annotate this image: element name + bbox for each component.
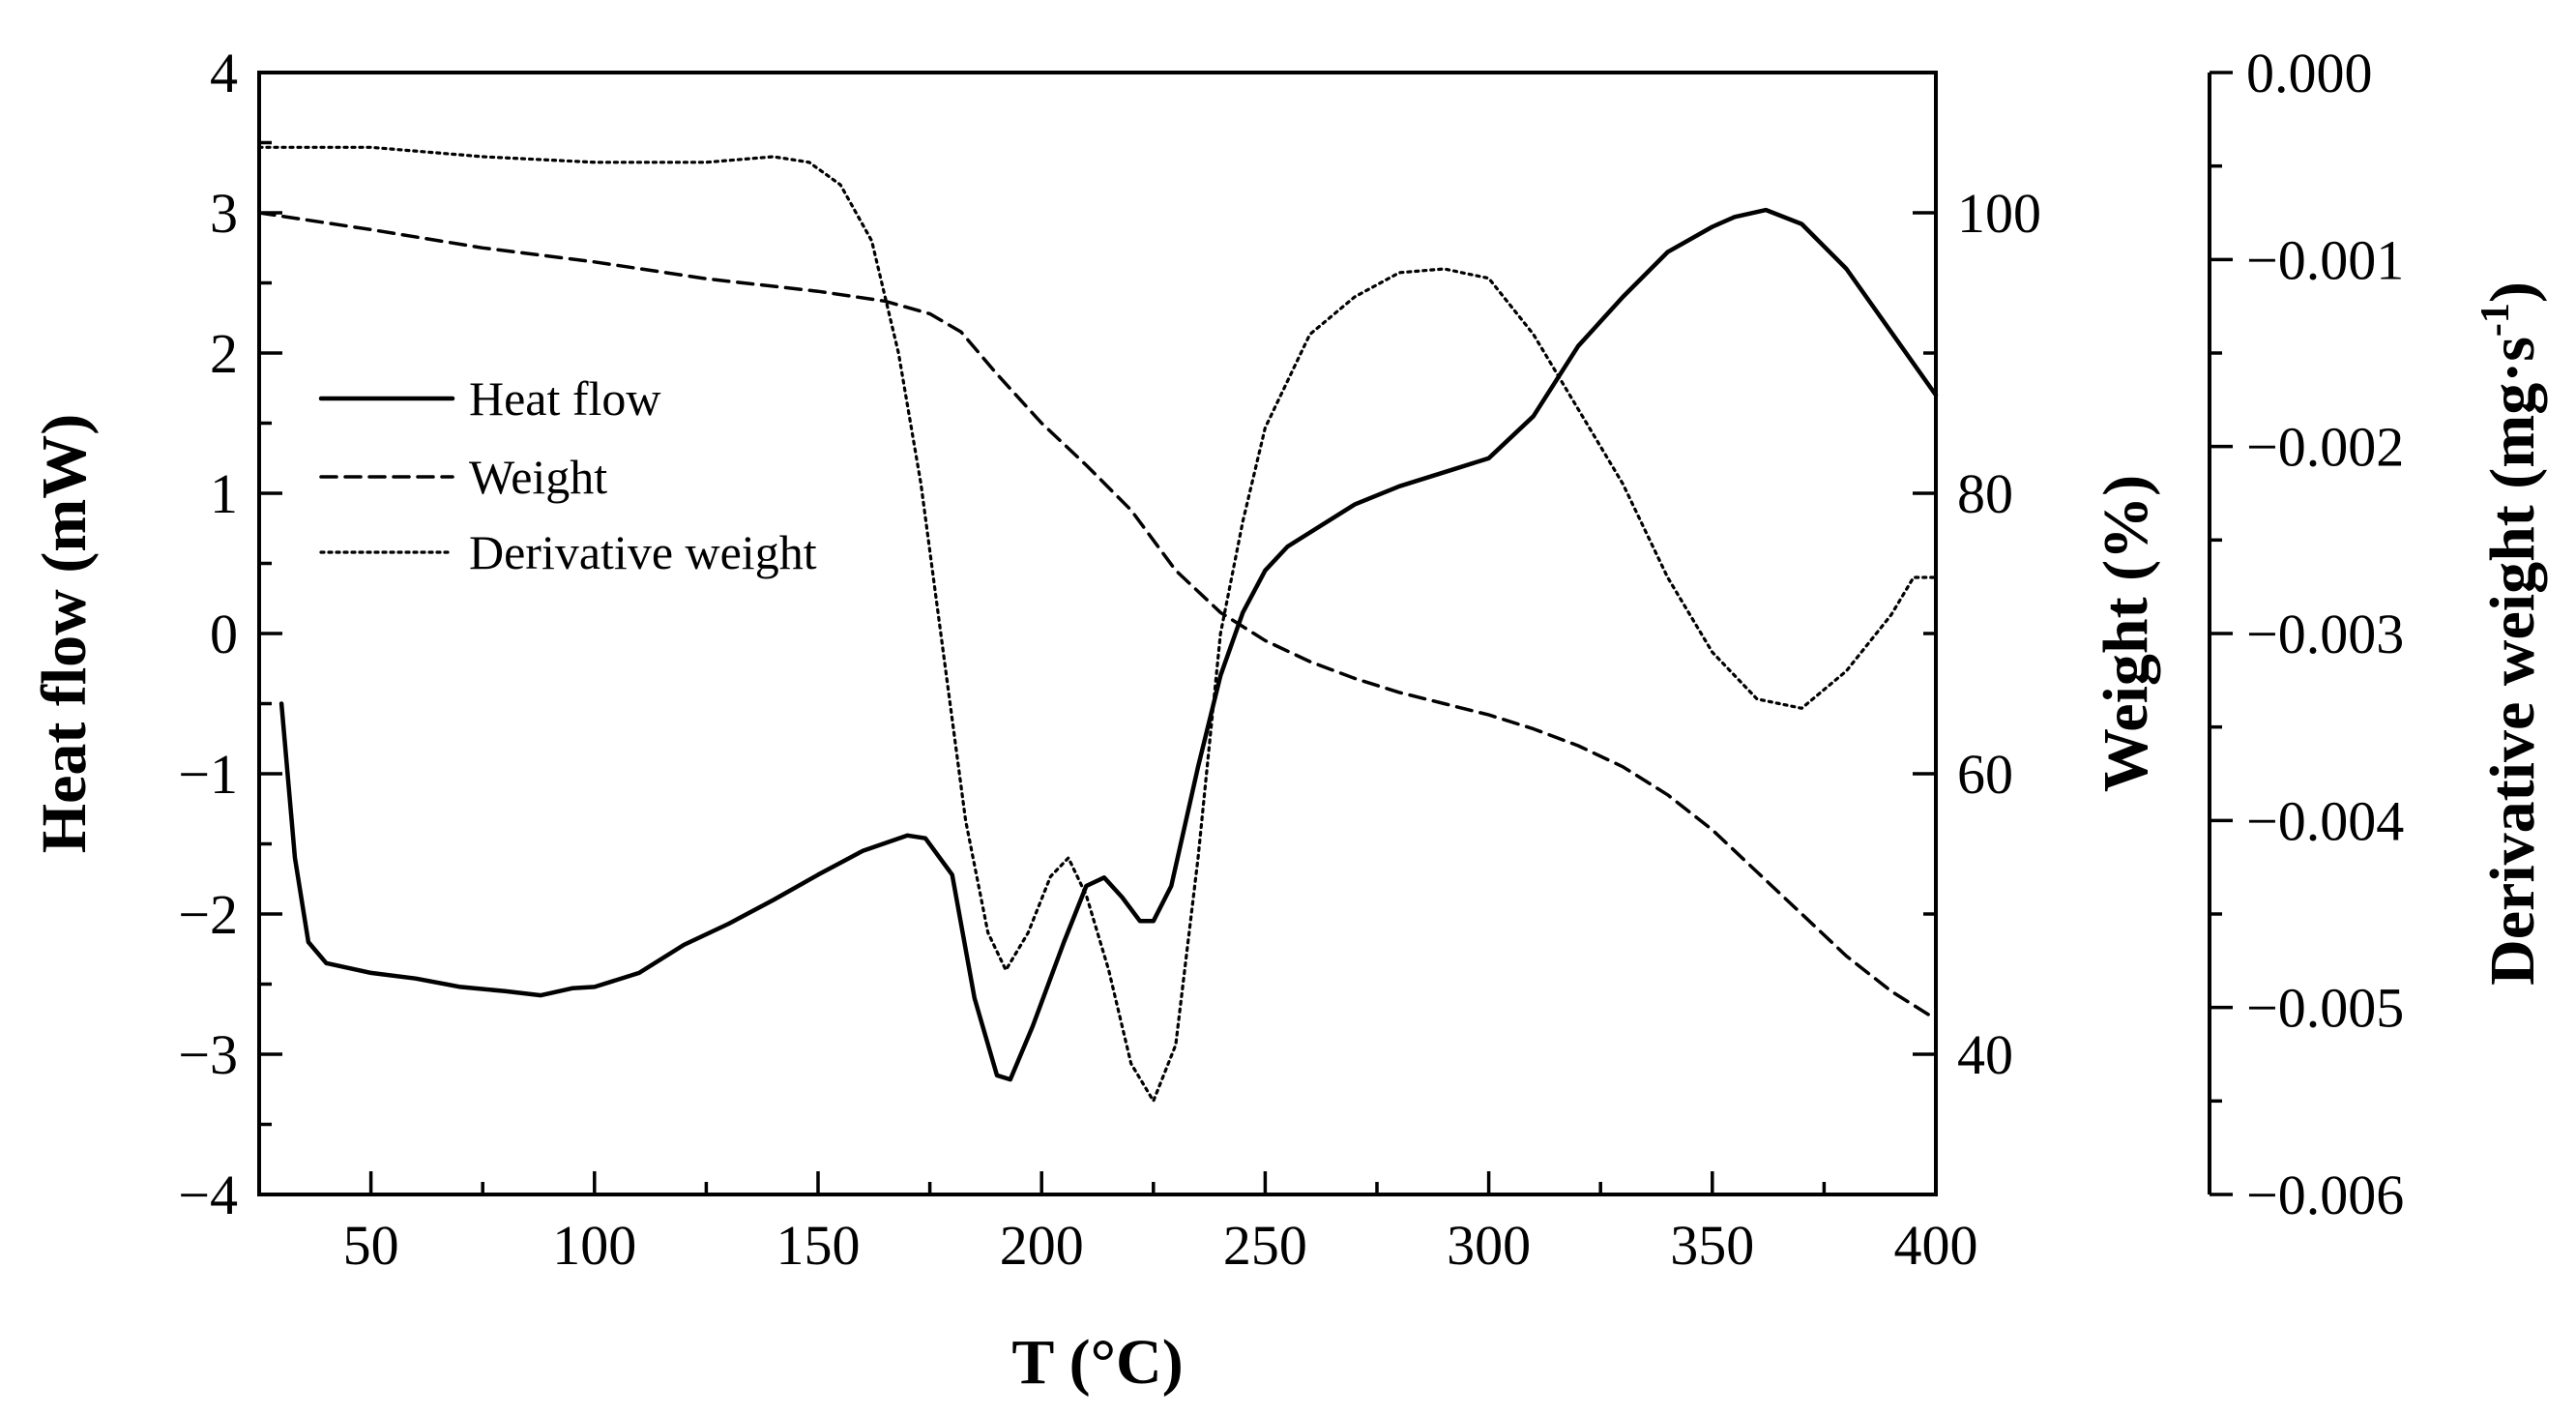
x-tick-label: 400: [1894, 1214, 1978, 1277]
heat-axis-title: Heat flow (mW): [29, 414, 100, 854]
weight-tick-label: 80: [1957, 462, 2013, 525]
heat-tick-label: 2: [210, 322, 238, 385]
heat-tick-label: −1: [178, 743, 238, 806]
legend-label: Heat flow: [469, 371, 661, 426]
weight-tick-label: 40: [1957, 1023, 2013, 1086]
deriv-axis-title-end: ): [2477, 281, 2548, 303]
x-tick-label: 150: [776, 1214, 861, 1277]
heat-tick-label: 0: [210, 603, 238, 665]
legend-label: Weight: [469, 450, 607, 504]
heat-tick-label: −2: [178, 883, 238, 946]
deriv-axis-title: Derivative weight (mg·s-1): [2474, 281, 2548, 986]
deriv-axis-title-sup: -1: [2474, 303, 2518, 337]
x-axis-title: T (°C): [1011, 1327, 1183, 1398]
series-layer: [257, 145, 1939, 1103]
weight-tick-label: 100: [1957, 182, 2041, 245]
x-tick-label: 350: [1670, 1214, 1754, 1277]
deriv-tick-label: −0.004: [2246, 789, 2404, 852]
deriv-tick-label: −0.001: [2246, 228, 2404, 291]
weight-axis-title: Weight (%): [2091, 475, 2161, 792]
derivative-weight-line: [257, 145, 1938, 1103]
heat-tick-label: −4: [178, 1164, 238, 1226]
x-tick-label: 300: [1447, 1214, 1531, 1277]
deriv-tick-label: −0.005: [2246, 977, 2404, 1040]
deriv-tick-label: 0.000: [2246, 42, 2373, 104]
x-tick-label: 100: [552, 1214, 636, 1277]
x-tick-label: 250: [1223, 1214, 1307, 1277]
deriv-tick-label: −0.003: [2246, 603, 2404, 665]
legend: Heat flow Weight Derivative weight: [318, 371, 817, 579]
weight-line: [257, 211, 1938, 1021]
axes: 50 100 150 200 250 300 350 400 T (°C) −4 −3 −2 −1 0 1 2…: [29, 42, 2548, 1398]
heat-tick-label: 3: [210, 182, 238, 245]
heat-flow-line: [278, 207, 1939, 1082]
heat-tick-label: 1: [210, 462, 238, 525]
heat-tick-label: −3: [178, 1023, 238, 1086]
legend-label: Derivative weight: [469, 525, 817, 579]
x-tick-label: 200: [1000, 1214, 1084, 1277]
deriv-tick-label: −0.006: [2246, 1164, 2404, 1226]
heat-tick-label: 4: [210, 42, 238, 104]
deriv-axis-title-main: Derivative weight (mg·s: [2477, 337, 2548, 986]
x-tick-label: 50: [343, 1214, 399, 1277]
deriv-tick-label: −0.002: [2246, 416, 2404, 479]
weight-tick-label: 60: [1957, 743, 2013, 806]
